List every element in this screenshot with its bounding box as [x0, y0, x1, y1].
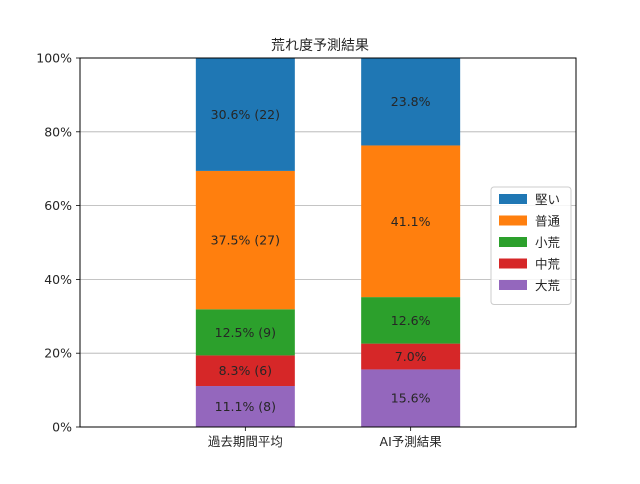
- plot-frame: [79, 57, 577, 428]
- segment-labels: 11.1% (8) 8.3% (6) 12.5% (9) 37.5% (27) 30.6…: [211, 94, 431, 414]
- y-tick-label: 80%: [44, 124, 72, 139]
- bar-segment: [361, 369, 461, 427]
- bar-segment: [361, 297, 461, 344]
- bar-segment: [195, 58, 295, 171]
- legend-label: 堅い: [535, 192, 560, 207]
- data-label: 30.6% (22): [211, 107, 280, 122]
- bar-segment: [361, 343, 461, 370]
- y-tick-label: 60%: [44, 198, 72, 213]
- data-label: 12.6%: [391, 313, 431, 328]
- bar-segment: [195, 386, 295, 427]
- data-label: 8.3% (6): [219, 363, 272, 378]
- bar-segment: [195, 355, 295, 387]
- bar-segment: [361, 145, 461, 298]
- bar-segment: [195, 309, 295, 356]
- data-label: 11.1% (8): [215, 399, 276, 414]
- legend-label: 普通: [535, 214, 561, 229]
- legend-label: 小荒: [535, 235, 560, 250]
- chart-title: 荒れ度予測結果: [271, 38, 369, 54]
- data-label: 12.5% (9): [215, 325, 276, 340]
- data-label: 41.1%: [391, 214, 431, 229]
- legend-swatch: [499, 237, 527, 247]
- legend-swatch: [499, 280, 527, 290]
- bars: [195, 57, 461, 427]
- legend-swatch: [499, 194, 527, 204]
- y-tick-label: 0%: [52, 420, 72, 435]
- legend-label: 中荒: [535, 257, 560, 272]
- data-label: 23.8%: [391, 94, 431, 109]
- legend-swatch: [499, 215, 527, 226]
- data-label: 37.5% (27): [211, 233, 280, 248]
- legend-swatch: [499, 258, 527, 269]
- y-tick-label: 20%: [44, 346, 72, 361]
- bar-segment: [361, 57, 461, 146]
- legend-label: 大荒: [535, 278, 560, 293]
- x-tick-label: AI予測結果: [380, 434, 443, 449]
- data-label: 15.6%: [391, 391, 431, 406]
- y-tick-label: 40%: [44, 272, 72, 287]
- data-label: 7.0%: [395, 349, 427, 364]
- y-tick-label: 100%: [36, 51, 72, 66]
- bar-segment: [195, 170, 295, 310]
- axes: 0% 20% 40% 60% 80% 100% 過去期間平均 AI予測結果: [36, 51, 442, 450]
- x-tick-label: 過去期間平均: [208, 434, 283, 449]
